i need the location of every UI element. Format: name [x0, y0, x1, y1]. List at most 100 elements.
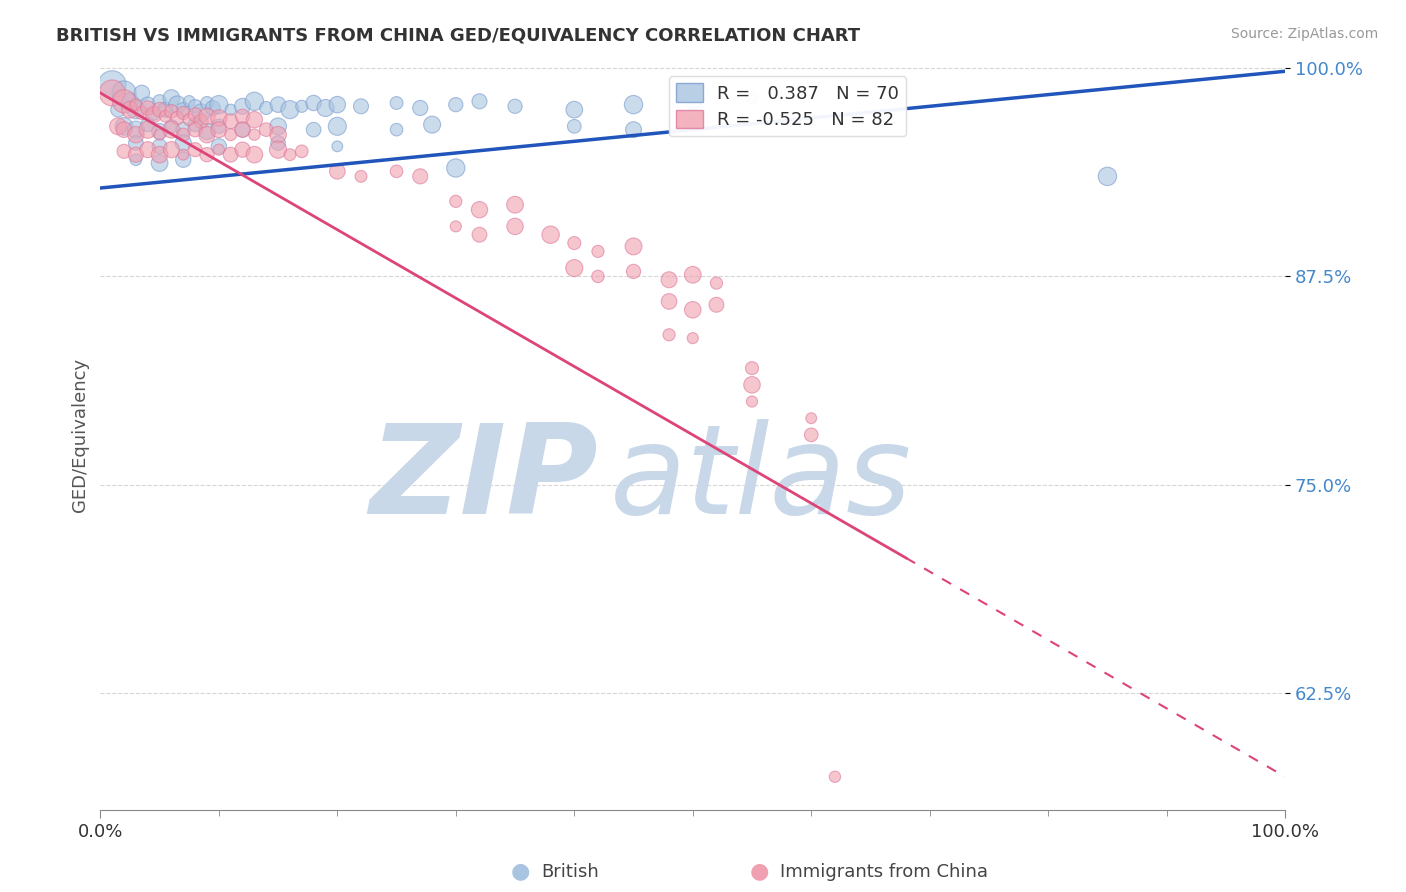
Point — [267, 128, 290, 142]
Point — [278, 147, 301, 161]
Point — [172, 128, 194, 142]
Point — [623, 239, 645, 253]
Point — [160, 143, 183, 157]
Point — [231, 99, 253, 113]
Point — [503, 99, 526, 113]
Point — [231, 122, 253, 136]
Point — [741, 361, 763, 376]
Point — [201, 101, 224, 115]
Point — [350, 99, 373, 113]
Point — [112, 95, 135, 109]
Point — [149, 147, 172, 161]
Point — [195, 128, 218, 142]
Point — [125, 136, 148, 150]
Point — [160, 104, 183, 119]
Point — [208, 111, 231, 125]
Point — [420, 118, 443, 132]
Point — [468, 202, 491, 217]
Text: atlas: atlas — [610, 419, 912, 541]
Point — [195, 95, 218, 110]
Point — [160, 91, 183, 105]
Point — [231, 109, 253, 123]
Point — [125, 153, 148, 167]
Point — [586, 269, 609, 284]
Point — [172, 147, 194, 161]
Point — [540, 227, 562, 242]
Point — [741, 91, 763, 105]
Point — [136, 122, 159, 136]
Point — [160, 122, 183, 136]
Point — [208, 122, 231, 136]
Text: ●: ● — [749, 862, 769, 881]
Point — [562, 120, 585, 134]
Point — [160, 120, 183, 134]
Point — [385, 122, 408, 136]
Point — [219, 114, 242, 128]
Point — [149, 156, 172, 170]
Point — [291, 99, 314, 113]
Point — [172, 106, 194, 120]
Y-axis label: GED/Equivalency: GED/Equivalency — [72, 358, 89, 512]
Point — [278, 103, 301, 117]
Point — [824, 770, 846, 784]
Point — [326, 120, 349, 134]
Point — [658, 327, 681, 342]
Point — [706, 298, 728, 312]
Point — [503, 197, 526, 211]
Point — [208, 97, 231, 112]
Point — [195, 124, 218, 138]
Point — [267, 136, 290, 150]
Point — [184, 122, 207, 136]
Point — [291, 145, 314, 159]
Point — [125, 147, 148, 161]
Point — [468, 227, 491, 242]
Point — [243, 112, 266, 127]
Point — [208, 143, 231, 157]
Point — [149, 124, 172, 138]
Point — [118, 103, 141, 117]
Point — [107, 103, 129, 117]
Point — [172, 122, 194, 136]
Point — [503, 219, 526, 234]
Point — [800, 428, 823, 442]
Point — [142, 108, 165, 122]
Point — [219, 103, 242, 117]
Point — [444, 219, 467, 234]
Point — [243, 128, 266, 142]
Point — [131, 86, 153, 100]
Point — [118, 95, 141, 109]
Point — [231, 143, 253, 157]
Point — [136, 143, 159, 157]
Point — [741, 377, 763, 392]
Point — [468, 95, 491, 109]
Point — [444, 97, 467, 112]
Point — [149, 139, 172, 153]
Point — [409, 101, 432, 115]
Point — [112, 86, 135, 100]
Point — [314, 101, 336, 115]
Point — [219, 147, 242, 161]
Text: BRITISH VS IMMIGRANTS FROM CHINA GED/EQUIVALENCY CORRELATION CHART: BRITISH VS IMMIGRANTS FROM CHINA GED/EQU… — [56, 27, 860, 45]
Point — [166, 111, 188, 125]
Point — [125, 122, 148, 136]
Point — [166, 97, 188, 112]
Point — [101, 78, 124, 92]
Point — [385, 95, 408, 110]
Point — [623, 264, 645, 278]
Point — [623, 97, 645, 112]
Point — [243, 95, 266, 109]
Point — [682, 302, 704, 317]
Point — [155, 103, 177, 117]
Point — [326, 97, 349, 112]
Point — [136, 101, 159, 115]
Point — [562, 103, 585, 117]
Point — [219, 128, 242, 142]
Point — [267, 143, 290, 157]
Point — [172, 103, 194, 117]
Text: ZIP: ZIP — [370, 419, 598, 541]
Point — [195, 109, 218, 123]
Point — [267, 97, 290, 112]
Point — [190, 106, 212, 120]
Point — [326, 164, 349, 178]
Point — [184, 143, 207, 157]
